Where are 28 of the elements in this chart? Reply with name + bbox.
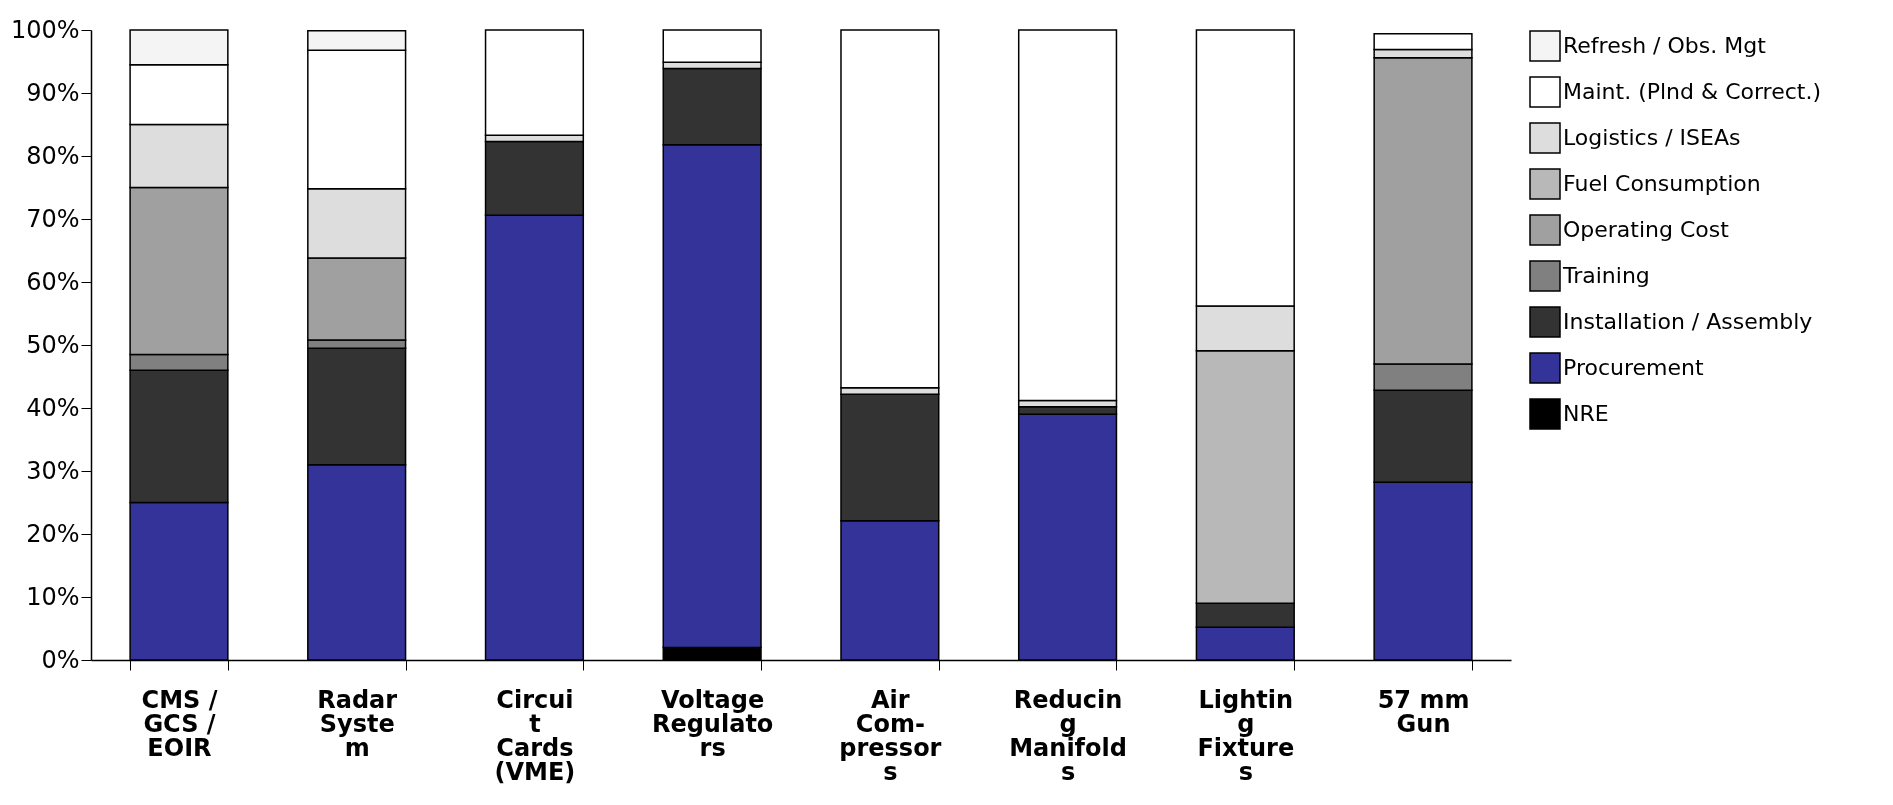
legend-label: Fuel Consumption (1563, 171, 1761, 196)
x-tick-label: Reducin g Manifold s (1009, 685, 1127, 786)
legend-label: Installation / Assembly (1563, 309, 1813, 334)
y-tick-label: 50% (26, 330, 80, 359)
legend-label: Logistics / ISEAs (1563, 125, 1741, 150)
y-tick-label: 30% (26, 456, 80, 485)
x-tick-label: 57 mm Gun (1377, 685, 1470, 738)
y-tick-label: 80% (26, 141, 80, 170)
y-tick-label: 20% (26, 519, 80, 548)
x-tick-label: Radar Syste m (317, 685, 398, 762)
y-tick-label: 40% (26, 393, 80, 422)
x-tick-label: CMS / GCS / EOIR (141, 685, 218, 762)
x-tick-label: Air Com- pressor s (839, 685, 942, 786)
y-tick-label: 60% (26, 267, 80, 296)
x-tick-label: Circui t Cards (VME) (494, 685, 576, 786)
legend-label: Training (1562, 263, 1650, 288)
y-tick-label: 100% (10, 15, 80, 44)
legend-label: Procurement (1563, 355, 1704, 380)
y-tick-label: 0% (41, 645, 80, 674)
x-tick-label: Lightin g Fixture s (1197, 685, 1295, 786)
legend-label: Operating Cost (1563, 217, 1730, 242)
legend-label: NRE (1563, 401, 1609, 426)
x-tick-label: Voltage Regulato rs (651, 685, 774, 762)
y-tick-label: 70% (26, 204, 80, 233)
y-tick-label: 90% (26, 78, 80, 107)
y-tick-label: 10% (26, 582, 80, 611)
legend-label: Maint. (Plnd & Correct.) (1563, 79, 1822, 104)
legend-label: Refresh / Obs. Mgt (1563, 33, 1767, 58)
